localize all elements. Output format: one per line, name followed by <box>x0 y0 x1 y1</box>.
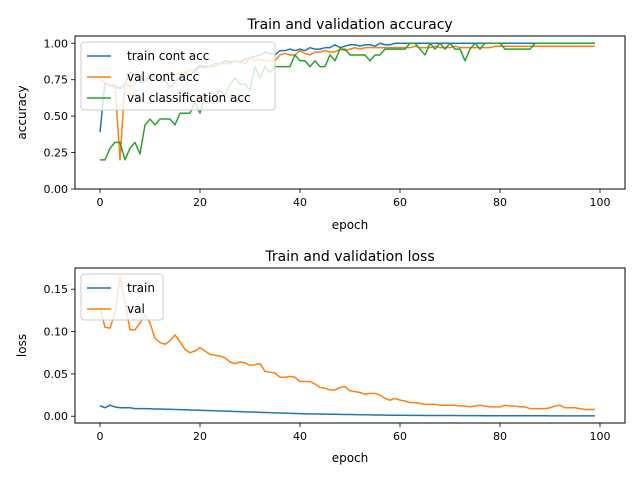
x-tick-label: 60 <box>393 196 407 209</box>
y-tick-label: 0.10 <box>44 326 69 339</box>
accuracy-y-axis-label: accuracy <box>15 85 29 139</box>
x-tick-label: 40 <box>293 430 307 443</box>
x-tick-label: 100 <box>590 196 611 209</box>
legend-label-train-cont-acc: train cont acc <box>127 49 209 63</box>
y-tick-label: 0.25 <box>44 147 69 160</box>
loss-series-lines <box>99 275 595 417</box>
y-tick-label: 0.15 <box>44 283 69 296</box>
y-tick-label: 1.00 <box>44 37 69 50</box>
y-tick-label: 0.50 <box>44 110 69 123</box>
y-tick-label: 0.00 <box>44 410 69 423</box>
loss-legend: train val <box>80 273 164 321</box>
y-tick-label: 0.05 <box>44 368 69 381</box>
accuracy-chart: Train and validation accuracy 0 20 40 60 80 1… <box>15 17 626 232</box>
loss-y-ticks: 0.00 0.05 0.10 0.15 <box>44 283 75 423</box>
accuracy-chart-title: Train and validation accuracy <box>246 17 452 33</box>
x-tick-label: 100 <box>590 430 611 443</box>
legend-label-val: val <box>127 302 145 316</box>
x-tick-label: 40 <box>293 196 307 209</box>
x-tick-label: 80 <box>493 196 507 209</box>
series-line-val <box>99 275 595 411</box>
accuracy-legend-box <box>80 41 276 111</box>
y-tick-label: 0.75 <box>44 74 69 87</box>
loss-y-axis-label: loss <box>15 334 29 357</box>
loss-plot-frame <box>74 267 626 424</box>
accuracy-plot-frame <box>74 35 626 190</box>
x-tick-label: 0 <box>97 430 104 443</box>
y-tick-label: 0.00 <box>44 183 69 196</box>
loss-chart-title: Train and validation loss <box>264 249 434 265</box>
x-tick-label: 60 <box>393 430 407 443</box>
loss-x-axis-label: epoch <box>332 451 369 465</box>
loss-x-ticks: 0 20 40 60 80 100 <box>97 423 611 443</box>
legend-label-val-cont-acc: val cont acc <box>127 70 199 84</box>
accuracy-x-ticks: 0 20 40 60 80 100 <box>97 189 611 209</box>
x-tick-label: 20 <box>193 430 207 443</box>
legend-label-train: train <box>127 281 155 295</box>
x-tick-label: 0 <box>97 196 104 209</box>
x-tick-label: 80 <box>493 430 507 443</box>
accuracy-legend: train cont acc val cont acc val classifi… <box>80 41 276 111</box>
accuracy-y-ticks: 0.00 0.25 0.50 0.75 1.00 <box>44 37 75 196</box>
series-line-train <box>99 404 595 417</box>
legend-label-val-classification-acc: val classification acc <box>127 91 251 105</box>
series-line-val-classification-acc <box>100 42 595 161</box>
loss-chart: Train and validation loss 0 20 40 60 80 100 0… <box>15 249 626 465</box>
accuracy-x-axis-label: epoch <box>332 218 369 232</box>
x-tick-label: 20 <box>193 196 207 209</box>
